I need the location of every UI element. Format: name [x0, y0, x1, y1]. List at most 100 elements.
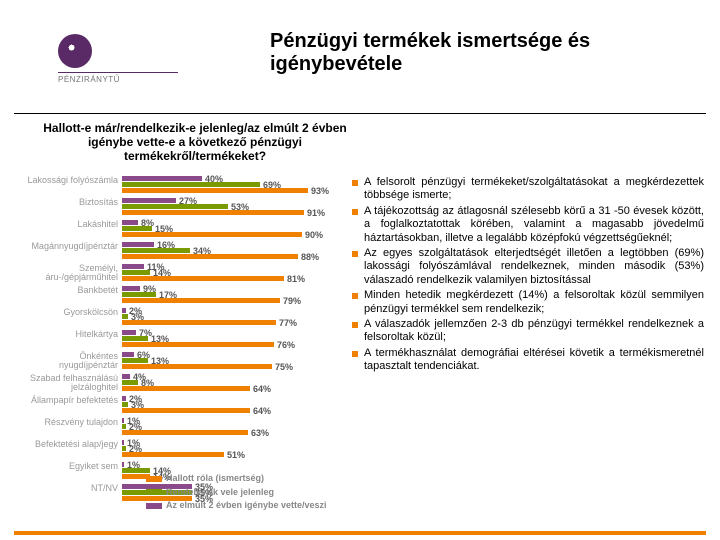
- category-label: Biztosítás: [26, 198, 118, 207]
- bar-label-hallott: 90%: [305, 230, 323, 240]
- category-label: Állampapír befektetés: [26, 396, 118, 405]
- bar-rendelkezik: [122, 270, 150, 275]
- chart-row: Lakáshitel8%15%90%: [26, 220, 346, 242]
- legend-item-hallott: Hallott róla (ismertség): [146, 472, 327, 486]
- bullet-marker-icon: [352, 293, 358, 299]
- bar-elmult: [122, 396, 126, 401]
- bar-rendelkezik: [122, 402, 128, 407]
- bullet-item: A válaszadók jellemzően 2-3 db pénzügyi …: [352, 318, 704, 345]
- bullet-marker-icon: [352, 180, 358, 186]
- category-label: Gyorskölcsön: [26, 308, 118, 317]
- bar-rendelkezik: [122, 248, 190, 253]
- page: PÉNZIRÁNYTŰ Pénzügyi termékek ismertsége…: [0, 0, 720, 540]
- bar-rendelkezik: [122, 446, 126, 451]
- compass-icon: [58, 34, 92, 68]
- legend-swatch-rendelkezik: [146, 489, 162, 495]
- bullet-marker-icon: [352, 351, 358, 357]
- bar-label-hallott: 88%: [301, 252, 319, 262]
- bullet-text: Minden hetedik megkérdezett (14%) a fels…: [364, 289, 704, 316]
- bar-elmult: [122, 264, 144, 269]
- chart-legend: Hallott róla (ismertség)Rendelkezik vele…: [146, 472, 327, 513]
- bullet-item: Az egyes szolgáltatások elterjedtségét i…: [352, 247, 704, 287]
- bar-elmult: [122, 176, 202, 181]
- bar-label-hallott: 76%: [277, 340, 295, 350]
- brand-text: PÉNZIRÁNYTŰ: [58, 72, 178, 84]
- legend-item-rendelkezik: Rendelkezik vele jelenleg: [146, 486, 327, 500]
- bar-elmult: [122, 286, 140, 291]
- footer-accent: [14, 531, 706, 535]
- awareness-chart: Lakossági folyószámla40%69%93%Biztosítás…: [26, 176, 346, 514]
- bar-elmult: [122, 418, 124, 423]
- bar-label-hallott: 79%: [283, 296, 301, 306]
- chart-row: Magánnyugdíjpénztár16%34%88%: [26, 242, 346, 264]
- bullet-text: Az egyes szolgáltatások elterjedtségét i…: [364, 247, 704, 287]
- category-label: NT/NV: [26, 484, 118, 493]
- insight-bullets: A felsorolt pénzügyi termékeket/szolgált…: [352, 176, 704, 376]
- category-label: Befektetési alap/jegy: [26, 440, 118, 449]
- bar-hallott: [122, 276, 284, 281]
- chart-row: Önkéntes nyugdíjpénztár6%13%75%: [26, 352, 346, 374]
- chart-row: Hitelkártya7%13%76%: [26, 330, 346, 352]
- bullet-text: A tájékozottság az átlagosnál szélesebb …: [364, 205, 704, 245]
- bar-hallott: [122, 254, 298, 259]
- bar-hallott: [122, 430, 248, 435]
- bar-hallott: [122, 298, 280, 303]
- legend-item-elmult: Az elmúlt 2 évben igénybe vette/veszi: [146, 499, 327, 513]
- bullet-marker-icon: [352, 209, 358, 215]
- chart-row: Részvény tulajdon1%2%63%: [26, 418, 346, 440]
- bar-rendelkezik: [122, 182, 260, 187]
- bar-rendelkezik: [122, 314, 128, 319]
- bar-rendelkezik: [122, 358, 148, 363]
- bar-hallott: [122, 364, 272, 369]
- category-label: Lakossági folyószámla: [26, 176, 118, 185]
- bar-hallott: [122, 386, 250, 391]
- bullet-item: A felsorolt pénzügyi termékeket/szolgált…: [352, 176, 704, 203]
- bar-rendelkezik: [122, 226, 152, 231]
- bar-label-hallott: 81%: [287, 274, 305, 284]
- title-rule: [14, 113, 706, 114]
- bullet-text: A felsorolt pénzügyi termékeket/szolgált…: [364, 176, 704, 203]
- chart-row: Bankbetét9%17%79%: [26, 286, 346, 308]
- category-label: Lakáshitel: [26, 220, 118, 229]
- bar-label-hallott: 75%: [275, 362, 293, 372]
- category-label: Önkéntes nyugdíjpénztár: [26, 352, 118, 370]
- bar-rendelkezik: [122, 380, 138, 385]
- chart-row: Biztosítás27%53%91%: [26, 198, 346, 220]
- page-title: Pénzügyi termékek ismertsége és igénybev…: [270, 30, 700, 76]
- category-label: Részvény tulajdon: [26, 418, 118, 427]
- bar-rendelkezik: [122, 336, 148, 341]
- bar-rendelkezik: [122, 204, 228, 209]
- bar-label-hallott: 91%: [307, 208, 325, 218]
- bar-hallott: [122, 210, 304, 215]
- brand-block: PÉNZIRÁNYTŰ: [58, 34, 178, 84]
- legend-swatch-elmult: [146, 503, 162, 509]
- chart-row: Szabad felhasználású jelzáloghitel4%8%64…: [26, 374, 346, 396]
- bar-rendelkezik: [122, 424, 126, 429]
- bar-label-hallott: 63%: [251, 428, 269, 438]
- bar-elmult: [122, 220, 138, 225]
- bullet-item: A tájékozottság az átlagosnál szélesebb …: [352, 205, 704, 245]
- bar-hallott: [122, 452, 224, 457]
- bar-elmult: [122, 330, 136, 335]
- bullet-marker-icon: [352, 322, 358, 328]
- legend-swatch-hallott: [146, 476, 162, 482]
- bar-hallott: [122, 408, 250, 413]
- category-label: Szabad felhasználású jelzáloghitel: [26, 374, 118, 392]
- bar-elmult: [122, 242, 154, 247]
- category-label: Hitelkártya: [26, 330, 118, 339]
- chart-row: Gyorskölcsön2%3%77%: [26, 308, 346, 330]
- chart-row: Befektetési alap/jegy1%2%51%: [26, 440, 346, 462]
- bar-elmult: [122, 308, 126, 313]
- bar-rendelkezik: [122, 292, 156, 297]
- bar-elmult: [122, 374, 130, 379]
- bar-hallott: [122, 320, 276, 325]
- category-label: Személyi, áru-/gépjárműhitel: [26, 264, 118, 282]
- bar-hallott: [122, 188, 308, 193]
- bar-elmult: [122, 462, 124, 467]
- category-label: Magánnyugdíjpénztár: [26, 242, 118, 251]
- category-label: Bankbetét: [26, 286, 118, 295]
- bar-hallott: [122, 232, 302, 237]
- category-label: Egyiket sem: [26, 462, 118, 471]
- bar-label-hallott: 64%: [253, 384, 271, 394]
- bar-elmult: [122, 352, 134, 357]
